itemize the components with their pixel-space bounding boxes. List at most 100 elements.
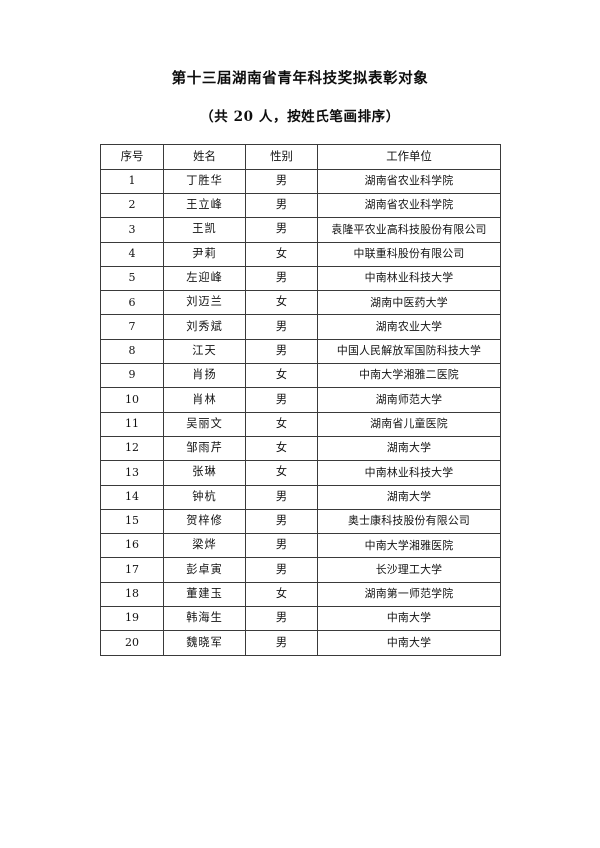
table-row: 2 王立峰男湖南省农业科学院 [100, 192, 501, 219]
cell-name: 钟杭 [163, 484, 246, 510]
cell-seq: 10 [100, 387, 164, 413]
cell-name: 丁胜华 [163, 168, 246, 194]
cell-org: 中南大学湘雅医院 [317, 533, 501, 559]
column-header-name: 姓名 [163, 144, 246, 170]
cell-org: 中南大学湘雅二医院 [317, 363, 501, 389]
cell-gender: 女 [245, 460, 318, 486]
cell-seq: 3 [100, 217, 164, 243]
table-row: 10 肖林男湖南师范大学 [100, 387, 501, 413]
table-row: 14 钟杭男湖南大学 [100, 484, 501, 510]
cell-seq: 19 [100, 606, 164, 632]
table-row: 11 吴丽文女湖南省儿童医院 [100, 411, 501, 437]
cell-gender: 女 [245, 581, 318, 608]
cell-seq: 6 [100, 290, 164, 316]
cell-org: 湖南中医药大学 [317, 290, 501, 316]
cell-seq: 16 [100, 533, 164, 559]
cell-org: 中南大学 [317, 630, 501, 656]
table-row: 6 刘迈兰女湖南中医药大学 [100, 290, 501, 316]
roster-table-container: 序号 姓名 性别 工作单位 1 丁胜华男湖南省农业科学院 2 王立峰男湖南省农业科学院… [100, 144, 501, 656]
cell-gender: 男 [245, 484, 318, 510]
cell-seq: 12 [100, 435, 164, 462]
cell-gender: 男 [245, 557, 318, 583]
column-header-seq: 序号 [100, 144, 164, 170]
table-row: 4 尹莉女中联重科股份有限公司 [100, 241, 501, 267]
cell-org: 湖南师范大学 [317, 387, 501, 413]
cell-org: 中南林业科技大学 [317, 265, 501, 292]
page-title: 第十三届湖南省青年科技奖拟表彰对象 [171, 70, 429, 87]
cell-name: 肖林 [163, 387, 246, 413]
cell-name: 江天 [163, 338, 246, 365]
cell-gender: 女 [245, 363, 318, 389]
cell-name: 韩海生 [163, 606, 246, 632]
cell-gender: 女 [245, 411, 318, 437]
cell-gender: 男 [245, 217, 318, 243]
cell-name: 彭卓寅 [163, 557, 246, 583]
cell-seq: 15 [100, 508, 164, 535]
cell-name: 张琳 [163, 460, 246, 486]
table-row: 16 梁烨男中南大学湘雅医院 [100, 533, 501, 559]
cell-name: 刘秀斌 [163, 314, 246, 340]
cell-seq: 18 [100, 581, 164, 608]
cell-name: 尹莉 [163, 241, 246, 267]
cell-name: 邹雨芹 [163, 435, 246, 462]
table-row: 13 张琳女中南林业科技大学 [100, 460, 501, 486]
cell-seq: 7 [100, 314, 164, 340]
cell-name: 肖扬 [163, 363, 246, 389]
cell-name: 魏晓军 [163, 630, 246, 656]
cell-gender: 男 [245, 387, 318, 413]
table-row: 5 左迎峰男中南林业科技大学 [100, 265, 501, 292]
table-row: 8 江天男中国人民解放军国防科技大学 [100, 338, 501, 365]
column-header-gender: 性别 [245, 144, 318, 170]
cell-seq: 1 [100, 168, 164, 194]
roster-table: 序号 姓名 性别 工作单位 1 丁胜华男湖南省农业科学院 2 王立峰男湖南省农业科学院… [100, 144, 501, 656]
cell-name: 梁烨 [163, 533, 246, 559]
cell-seq: 8 [100, 338, 164, 365]
cell-name: 王立峰 [163, 192, 246, 219]
cell-org: 中南大学 [317, 606, 501, 632]
cell-org: 湖南省农业科学院 [317, 192, 501, 219]
cell-gender: 男 [245, 508, 318, 535]
table-row: 18 董建玉女湖南第一师范学院 [100, 581, 501, 608]
table-row: 9 肖扬女中南大学湘雅二医院 [100, 363, 501, 389]
cell-seq: 13 [100, 460, 164, 486]
table-row: 3 王凯男袁隆平农业高科技股份有限公司 [100, 217, 501, 243]
cell-gender: 男 [245, 630, 318, 656]
cell-gender: 男 [245, 192, 318, 219]
cell-seq: 5 [100, 265, 164, 292]
cell-org: 中国人民解放军国防科技大学 [317, 338, 501, 365]
table-row: 17 彭卓寅男长沙理工大学 [100, 557, 501, 583]
cell-org: 长沙理工大学 [317, 557, 501, 583]
cell-org: 湖南大学 [317, 484, 501, 510]
table-header: 序号 姓名 性别 工作单位 [100, 144, 501, 170]
cell-seq: 9 [100, 363, 164, 389]
cell-org: 中南林业科技大学 [317, 460, 501, 486]
cell-gender: 男 [245, 338, 318, 365]
cell-org: 湖南省儿童医院 [317, 411, 501, 437]
cell-name: 吴丽文 [163, 411, 246, 437]
cell-seq: 17 [100, 557, 164, 583]
cell-seq: 11 [100, 411, 164, 437]
cell-gender: 女 [245, 290, 318, 316]
cell-org: 湖南农业大学 [317, 314, 501, 340]
table-row: 1 丁胜华男湖南省农业科学院 [100, 168, 501, 194]
cell-org: 湖南大学 [317, 435, 501, 462]
cell-seq: 14 [100, 484, 164, 510]
table-row: 20 魏晓军男中南大学 [100, 630, 501, 656]
page-subtitle: （共 20 人，按姓氏笔画排序） [200, 108, 400, 125]
cell-org: 湖南省农业科学院 [317, 168, 501, 194]
cell-name: 左迎峰 [163, 265, 246, 292]
cell-org: 湖南第一师范学院 [317, 581, 501, 608]
cell-gender: 男 [245, 606, 318, 632]
table-row: 15 贺梓修男奥士康科技股份有限公司 [100, 508, 501, 535]
table-row: 19 韩海生男中南大学 [100, 606, 501, 632]
cell-gender: 女 [245, 241, 318, 267]
column-header-org: 工作单位 [317, 144, 501, 170]
cell-org: 中联重科股份有限公司 [317, 241, 501, 267]
table-row: 12 邹雨芹女湖南大学 [100, 435, 501, 462]
cell-name: 王凯 [163, 217, 246, 243]
cell-seq: 4 [100, 241, 164, 267]
cell-name: 董建玉 [163, 581, 246, 608]
cell-seq: 20 [100, 630, 164, 656]
cell-name: 贺梓修 [163, 508, 246, 535]
